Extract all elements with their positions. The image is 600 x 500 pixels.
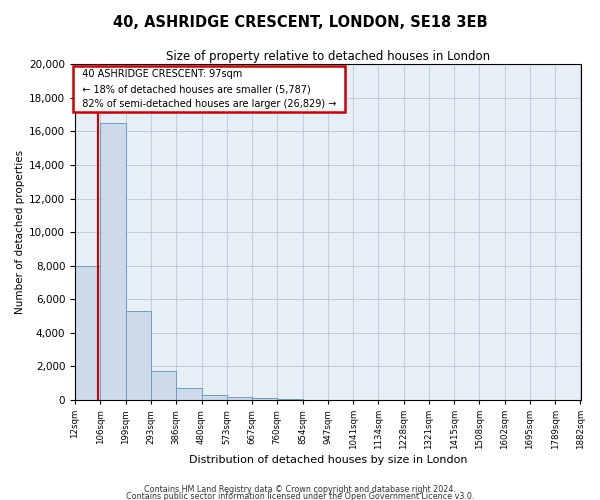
Bar — [151, 372, 176, 400]
X-axis label: Distribution of detached houses by size in London: Distribution of detached houses by size … — [188, 455, 467, 465]
Text: Contains public sector information licensed under the Open Government Licence v3: Contains public sector information licen… — [126, 492, 474, 500]
Title: Size of property relative to detached houses in London: Size of property relative to detached ho… — [166, 50, 490, 63]
Bar — [227, 396, 252, 400]
Text: Contains HM Land Registry data © Crown copyright and database right 2024.: Contains HM Land Registry data © Crown c… — [144, 486, 456, 494]
Bar — [100, 123, 125, 400]
Bar — [176, 388, 202, 400]
Bar — [75, 266, 100, 400]
Bar — [277, 399, 302, 400]
Bar — [125, 311, 151, 400]
Text: 40 ASHRIDGE CRESCENT: 97sqm
  ← 18% of detached houses are smaller (5,787)
  82%: 40 ASHRIDGE CRESCENT: 97sqm ← 18% of det… — [76, 69, 342, 109]
Text: 40, ASHRIDGE CRESCENT, LONDON, SE18 3EB: 40, ASHRIDGE CRESCENT, LONDON, SE18 3EB — [113, 15, 487, 30]
Y-axis label: Number of detached properties: Number of detached properties — [15, 150, 25, 314]
Bar — [202, 395, 227, 400]
Bar — [252, 398, 277, 400]
